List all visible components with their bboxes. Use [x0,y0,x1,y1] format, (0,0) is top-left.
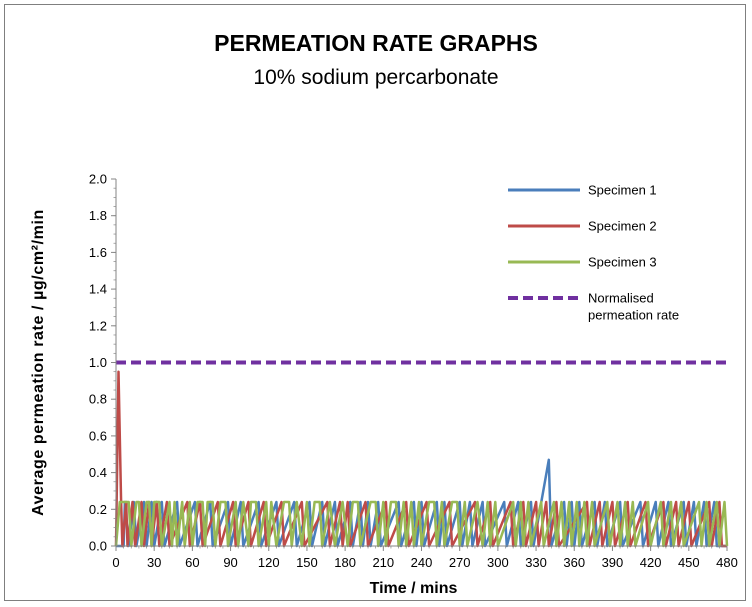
x-tick-label: 150 [296,555,318,570]
x-tick-label: 360 [563,555,585,570]
x-tick-label: 240 [411,555,433,570]
y-tick-label: 1.4 [89,282,107,297]
legend: Specimen 1 Specimen 2 Specimen 3 Normalised… [508,183,679,323]
legend-label-2: Specimen 2 [588,219,657,234]
x-tick-label: 120 [258,555,280,570]
x-tick-label: 270 [449,555,471,570]
x-axis-title: Time / mins [370,580,458,597]
x-tick-label: 300 [487,555,509,570]
x-tick-label: 480 [716,555,738,570]
chart-subtitle: 10% sodium percarbonate [253,66,499,89]
series-line-3 [114,500,729,548]
x-tick-label: 450 [678,555,700,570]
series-layer [114,360,729,548]
x-tick-label: 180 [334,555,356,570]
y-tick-label: 0.8 [89,392,107,407]
y-tick-label: 0.6 [89,428,107,443]
legend-label-1: Specimen 1 [588,183,657,198]
y-tick-label: 1.0 [89,355,107,370]
legend-label-4: permeation rate [588,308,679,323]
x-tick-label: 60 [185,555,199,570]
y-tick-label: 1.6 [89,245,107,260]
y-tick-label: 0.0 [89,539,107,554]
x-tick-label: 420 [640,555,662,570]
y-tick-label: 1.2 [89,318,107,333]
x-tick-label: 390 [602,555,624,570]
legend-label-4: Normalised [588,291,654,306]
chart-title: PERMEATION RATE GRAPHS [214,30,538,56]
y-tick-label: 0.4 [89,465,107,480]
y-tick-label: 0.2 [89,502,107,517]
x-tick-label: 330 [525,555,547,570]
x-tick-label: 30 [147,555,161,570]
y-axis-title: Average permeation rate / µg/cm²/min [30,209,47,516]
y-tick-label: 1.8 [89,208,107,223]
y-tick-label: 2.0 [89,172,107,187]
x-tick-label: 210 [372,555,394,570]
x-tick-label: 90 [223,555,237,570]
legend-label-3: Specimen 3 [588,255,657,270]
axes-layer: 0.0 0.2 0.4 0.6 0.8 1.0 1.2 1.4 1.6 1.8 2.0 0 30 60 90… [30,172,738,598]
x-tick-label: 0 [112,555,119,570]
